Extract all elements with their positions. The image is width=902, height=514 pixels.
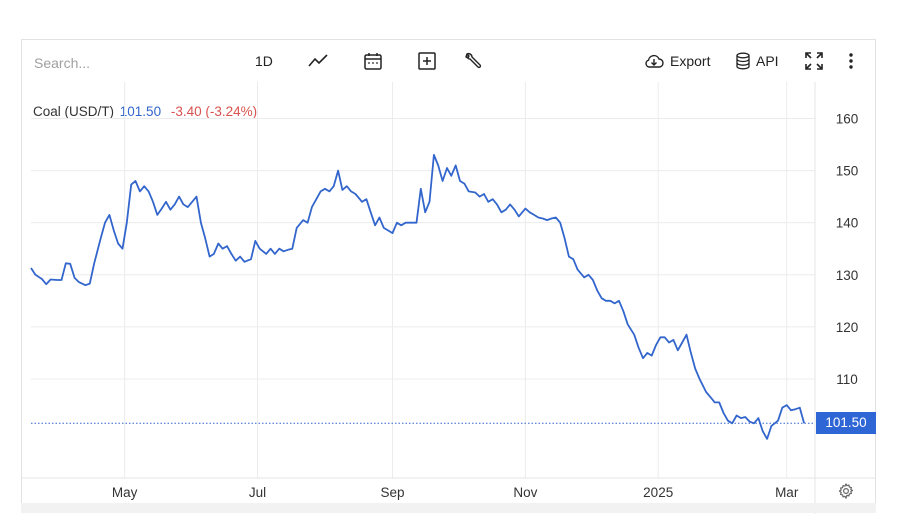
- chart-type-button[interactable]: [307, 49, 329, 73]
- chart-legend: Coal (USD/T) 101.50 -3.40 (-3.24%): [33, 104, 257, 119]
- x-tick-label: May: [112, 485, 138, 500]
- interval-label: 1D: [255, 53, 273, 69]
- add-indicator-button[interactable]: [417, 49, 437, 73]
- last-price-tag: 101.50: [816, 412, 876, 435]
- calendar-icon: [363, 51, 383, 71]
- database-icon: [735, 52, 751, 70]
- date-range-button[interactable]: [363, 49, 383, 73]
- x-tick-label: Mar: [775, 485, 799, 500]
- interval-button[interactable]: 1D: [255, 49, 273, 73]
- add-box-icon: [417, 51, 437, 71]
- toolbar: 1D: [22, 40, 875, 82]
- more-vertical-icon: [847, 52, 855, 70]
- line-chart-icon: [307, 52, 329, 70]
- series-line: [30, 154, 805, 440]
- api-label: API: [756, 53, 779, 69]
- bottom-strip: [21, 503, 876, 513]
- x-tick-label: 2025: [643, 485, 673, 500]
- export-button[interactable]: Export: [643, 49, 710, 73]
- api-button[interactable]: API: [735, 49, 779, 73]
- fullscreen-icon: [804, 51, 824, 71]
- gear-icon: [837, 483, 855, 504]
- y-tick-label: 140: [836, 216, 859, 231]
- x-tick-label: Jul: [249, 485, 266, 500]
- export-label: Export: [670, 53, 711, 69]
- wrench-icon: [463, 51, 483, 71]
- x-tick-label: Nov: [513, 485, 537, 500]
- search-input[interactable]: [32, 51, 206, 75]
- y-tick-label: 150: [836, 164, 859, 179]
- price-chart[interactable]: 110 120 130 140 150 160 May Jul Sep Nov 2025 Mar: [22, 40, 875, 514]
- fullscreen-button[interactable]: [804, 49, 824, 73]
- instrument-name: Coal (USD/T): [33, 104, 115, 119]
- current-price: 101.50: [119, 104, 162, 119]
- y-tick-label: 130: [836, 268, 859, 283]
- tools-button[interactable]: [463, 49, 483, 73]
- y-tick-label: 110: [836, 372, 858, 387]
- cloud-download-icon: [643, 52, 665, 70]
- y-tick-label: 120: [836, 320, 859, 335]
- chart-panel: 1D: [21, 39, 876, 514]
- x-tick-label: Sep: [380, 485, 404, 500]
- settings-button[interactable]: [837, 482, 855, 505]
- y-tick-label: 160: [836, 111, 859, 126]
- more-button[interactable]: [847, 49, 855, 73]
- price-change: -3.40 (-3.24%): [170, 104, 258, 119]
